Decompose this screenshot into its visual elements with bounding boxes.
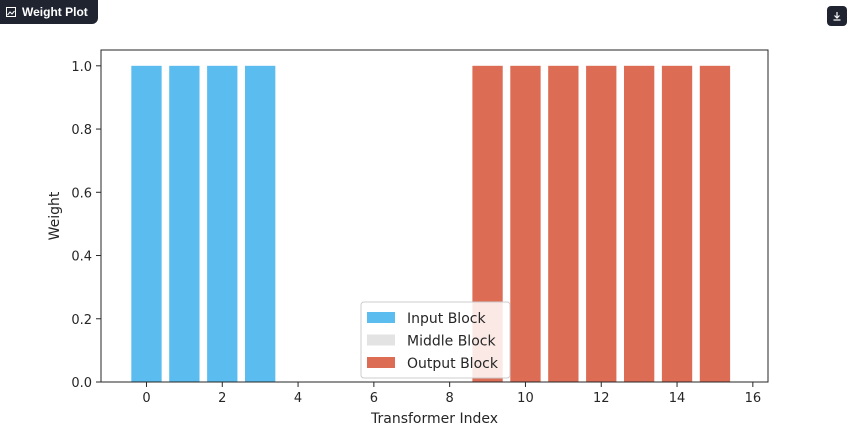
bar-input-block-1 xyxy=(169,65,200,383)
legend-label-output-block: Output Block xyxy=(407,356,499,372)
download-button[interactable] xyxy=(827,6,847,26)
legend-swatch-output-block xyxy=(367,357,395,368)
bar-output-block-12 xyxy=(586,65,617,383)
download-icon xyxy=(833,12,841,21)
legend-swatch-middle-block xyxy=(367,334,395,346)
y-tick-label: 0.8 xyxy=(71,123,92,138)
bar-input-block-3 xyxy=(245,65,276,383)
image-icon xyxy=(6,7,16,17)
y-tick-label: 0.4 xyxy=(71,250,92,265)
x-tick-label: 10 xyxy=(517,391,534,406)
legend-label-input-block: Input Block xyxy=(407,311,486,327)
legend: Input Block Middle Block Output Block xyxy=(360,301,511,379)
y-tick-label: 1.0 xyxy=(71,60,92,75)
bar-input-block-0 xyxy=(131,65,162,383)
x-tick-label: 4 xyxy=(294,391,302,406)
x-tick-label: 16 xyxy=(745,391,762,406)
y-axis-label: Weight xyxy=(47,191,63,240)
x-tick-label: 0 xyxy=(142,391,150,406)
panel-title-badge: Weight Plot xyxy=(0,0,98,24)
x-axis-ticks: 0 2 4 6 8 10 12 14 16 xyxy=(142,382,761,406)
x-tick-label: 2 xyxy=(218,391,226,406)
y-axis-ticks: 0.0 0.2 0.4 0.6 0.8 1.0 xyxy=(71,60,101,391)
bar-output-block-15 xyxy=(699,65,731,383)
y-tick-label: 0.6 xyxy=(71,186,92,201)
legend-label-middle-block: Middle Block xyxy=(407,334,496,350)
y-tick-label: 0.0 xyxy=(71,376,92,391)
legend-swatch-input-block xyxy=(367,312,395,323)
x-tick-label: 6 xyxy=(370,391,378,406)
y-tick-label: 0.2 xyxy=(71,313,92,328)
x-tick-label: 8 xyxy=(446,391,454,406)
x-tick-label: 14 xyxy=(669,391,686,406)
x-axis-label: Transformer Index xyxy=(370,411,498,426)
bar-output-block-13 xyxy=(623,65,655,383)
bar-output-block-10 xyxy=(510,65,541,383)
bar-input-block-2 xyxy=(207,65,238,383)
bar-output-block-14 xyxy=(661,65,693,383)
panel-title: Weight Plot xyxy=(22,5,88,19)
bar-output-block-11 xyxy=(548,65,579,383)
legend-frame xyxy=(360,301,511,379)
x-tick-label: 12 xyxy=(593,391,610,406)
plot-frame xyxy=(100,49,769,383)
